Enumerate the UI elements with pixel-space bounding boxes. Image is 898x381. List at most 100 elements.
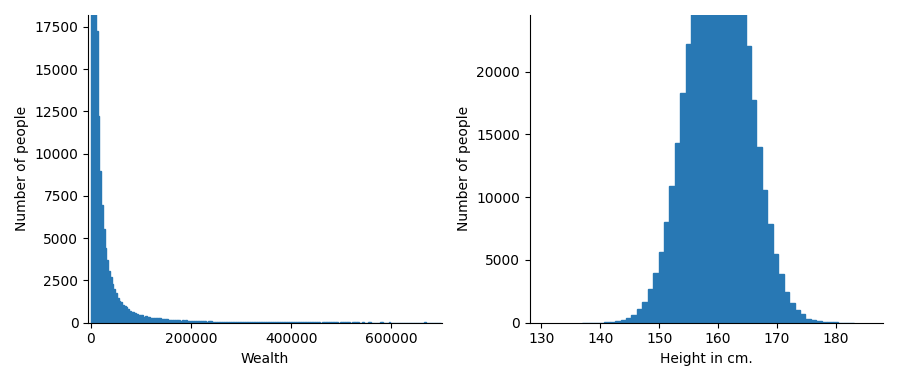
Bar	[822, 322, 827, 323]
Bar	[140, 315, 142, 323]
Bar	[190, 321, 192, 323]
Bar	[745, 46, 751, 323]
Bar	[189, 321, 190, 323]
Bar	[196, 321, 198, 323]
Bar	[181, 320, 183, 323]
Bar	[108, 271, 110, 323]
Bar	[220, 322, 222, 323]
Bar	[287, 322, 289, 323]
Bar	[236, 322, 238, 323]
Bar	[275, 322, 277, 323]
Bar	[185, 320, 187, 323]
Bar	[273, 322, 275, 323]
Bar	[128, 309, 129, 323]
Bar	[789, 303, 795, 323]
Bar	[214, 322, 216, 323]
Bar	[653, 273, 658, 323]
Bar	[779, 274, 784, 323]
Bar	[691, 0, 697, 323]
Bar	[308, 322, 310, 323]
Bar	[697, 0, 702, 323]
Bar	[670, 186, 675, 323]
Bar	[115, 293, 117, 323]
Bar	[210, 322, 212, 323]
Bar	[146, 317, 148, 323]
Y-axis label: Number of people: Number of people	[15, 106, 29, 231]
Bar	[187, 320, 189, 323]
Y-axis label: Number of people: Number of people	[456, 106, 471, 231]
Bar	[240, 322, 242, 323]
Bar	[313, 322, 315, 323]
Bar	[145, 316, 146, 323]
Bar	[180, 321, 181, 323]
Bar	[245, 322, 247, 323]
Bar	[735, 0, 740, 323]
Bar	[218, 322, 220, 323]
Bar	[105, 248, 107, 323]
Bar	[122, 305, 124, 323]
Bar	[168, 320, 170, 323]
Bar	[242, 322, 243, 323]
Bar	[262, 322, 264, 323]
Bar	[129, 311, 131, 323]
Bar	[756, 147, 762, 323]
Bar	[217, 322, 218, 323]
Bar	[175, 320, 177, 323]
Bar	[224, 322, 225, 323]
Bar	[155, 318, 157, 323]
Bar	[686, 44, 691, 323]
Bar	[259, 322, 260, 323]
Bar	[96, 31, 98, 323]
Bar	[610, 322, 615, 323]
Bar	[621, 320, 626, 323]
Bar	[94, 0, 96, 323]
Bar	[664, 222, 670, 323]
Bar	[231, 322, 233, 323]
Bar	[713, 0, 718, 323]
Bar	[255, 322, 257, 323]
Bar	[113, 289, 115, 323]
Bar	[254, 322, 255, 323]
Bar	[299, 322, 301, 323]
Bar	[269, 322, 271, 323]
Bar	[166, 319, 168, 323]
Bar	[280, 322, 282, 323]
Bar	[150, 318, 152, 323]
Bar	[762, 190, 768, 323]
Bar	[740, 0, 745, 323]
Bar	[110, 277, 111, 323]
Bar	[225, 322, 227, 323]
Bar	[268, 322, 269, 323]
Bar	[101, 205, 103, 323]
Bar	[658, 251, 664, 323]
Bar	[249, 322, 251, 323]
Bar	[98, 116, 100, 323]
Bar	[198, 321, 199, 323]
Bar	[170, 320, 172, 323]
Bar	[91, 0, 92, 323]
Bar	[138, 315, 140, 323]
Bar	[631, 315, 637, 323]
Bar	[615, 321, 621, 323]
Bar	[131, 312, 133, 323]
Bar	[238, 322, 240, 323]
Bar	[708, 0, 713, 323]
Bar	[117, 298, 119, 323]
Bar	[133, 312, 135, 323]
Bar	[154, 318, 155, 323]
Bar	[222, 322, 224, 323]
Bar	[173, 320, 175, 323]
X-axis label: Height in cm.: Height in cm.	[660, 352, 753, 366]
Bar	[207, 322, 208, 323]
Bar	[297, 322, 299, 323]
Bar	[107, 260, 108, 323]
Bar	[773, 254, 779, 323]
Bar	[124, 306, 126, 323]
Bar	[159, 319, 161, 323]
X-axis label: Wealth: Wealth	[241, 352, 289, 366]
Bar	[92, 0, 94, 323]
Bar	[229, 322, 231, 323]
Bar	[795, 310, 800, 323]
Bar	[208, 322, 210, 323]
Bar	[135, 313, 136, 323]
